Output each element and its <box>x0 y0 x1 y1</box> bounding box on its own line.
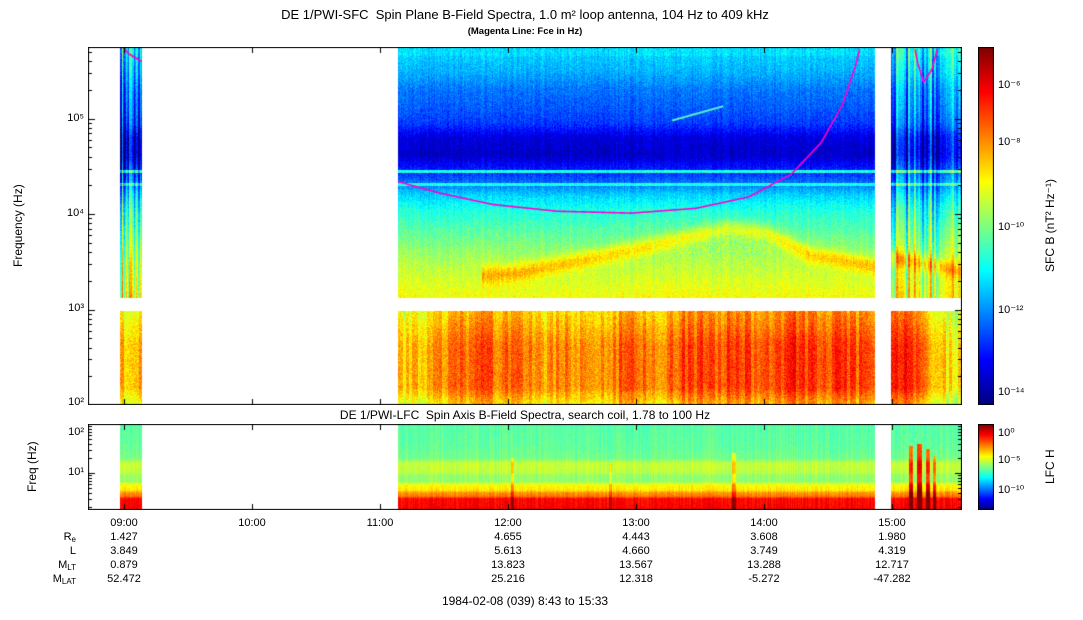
ephemeris-value: -47.282 <box>873 573 911 585</box>
sfc-y-axis-label: Frequency (Hz) <box>11 184 25 268</box>
ephemeris-value: -5.272 <box>748 573 780 585</box>
ephemeris-row-label-mlat: MLAT <box>52 573 76 586</box>
ephemeris-value: 3.608 <box>750 531 778 543</box>
ephemeris-value: 12.717 <box>875 559 909 571</box>
lfc-y-axis-label: Freq (Hz) <box>25 441 39 493</box>
lfc-ytick-1e2: 10² <box>68 426 84 438</box>
time-tick-1000: 10:00 <box>238 517 266 529</box>
time-tick-1400: 14:00 <box>750 517 778 529</box>
sfc-ytick-1e4: 10⁴ <box>67 207 84 219</box>
sfc-cbar-tick: 10⁻⁸ <box>998 136 1021 148</box>
time-tick-1100: 11:00 <box>366 517 394 529</box>
ephemeris-row-label-re: Re <box>63 531 76 544</box>
sfc-colorbar-label: SFC B (nT² Hz⁻¹) <box>1043 179 1057 273</box>
ephemeris-row-label-mlt: MLT <box>58 559 76 572</box>
sfc-cbar-tick: 10⁻⁶ <box>998 79 1021 91</box>
ephemeris-value: 5.613 <box>494 545 522 557</box>
date-range-footer: 1984-02-08 (039) 8:43 to 15:33 <box>441 594 609 608</box>
sfc-colorbar <box>978 47 994 405</box>
ephemeris-row-label-l: L <box>69 545 76 557</box>
ephemeris-value: 4.443 <box>622 531 650 543</box>
ephemeris-value: 4.655 <box>494 531 522 543</box>
lfc-cbar-tick: 10⁰ <box>998 427 1015 439</box>
ephemeris-value: 4.660 <box>622 545 650 557</box>
sfc-ytick-1e3: 10³ <box>68 302 84 314</box>
time-tick-0900: 09:00 <box>110 517 138 529</box>
ephemeris-value: 1.980 <box>878 531 906 543</box>
sfc-cbar-tick: 10⁻¹² <box>998 304 1024 316</box>
lfc-ytick-1e1: 10¹ <box>68 466 84 478</box>
lfc-cbar-tick: 10⁻⁵ <box>998 454 1021 466</box>
ephemeris-value: 13.823 <box>491 559 525 571</box>
sfc-heatmap <box>88 47 962 405</box>
time-tick-1300: 13:00 <box>622 517 650 529</box>
ephemeris-value: 52.472 <box>107 573 141 585</box>
sfc-title: DE 1/PWI-SFC Spin Plane B-Field Spectra,… <box>281 7 769 22</box>
time-tick-1500: 15:00 <box>878 517 906 529</box>
lfc-colorbar <box>978 424 994 510</box>
sfc-ytick-1e5: 10⁵ <box>67 112 84 124</box>
sfc-cbar-tick: 10⁻¹⁴ <box>998 386 1025 398</box>
sfc-cbar-tick: 10⁻¹⁰ <box>998 221 1025 233</box>
ephemeris-value: 13.288 <box>747 559 781 571</box>
lfc-heatmap <box>88 424 962 510</box>
ephemeris-value: 1.427 <box>110 531 138 543</box>
lfc-title: DE 1/PWI-LFC Spin Axis B-Field Spectra, … <box>339 408 711 422</box>
lfc-colorbar-label: LFC H <box>1043 449 1057 485</box>
ephemeris-value: 0.879 <box>110 559 138 571</box>
lfc-cbar-tick: 10⁻¹⁰ <box>998 484 1025 496</box>
time-tick-1200: 12:00 <box>494 517 522 529</box>
ephemeris-value: 3.849 <box>110 545 138 557</box>
ephemeris-value: 13.567 <box>619 559 653 571</box>
ephemeris-value: 25.216 <box>491 573 525 585</box>
ephemeris-value: 3.749 <box>750 545 778 557</box>
ephemeris-value: 4.319 <box>878 545 906 557</box>
ephemeris-value: 12.318 <box>619 573 653 585</box>
sfc-ytick-1e2: 10² <box>68 396 84 408</box>
sfc-subtitle: (Magenta Line: Fce in Hz) <box>467 26 583 37</box>
